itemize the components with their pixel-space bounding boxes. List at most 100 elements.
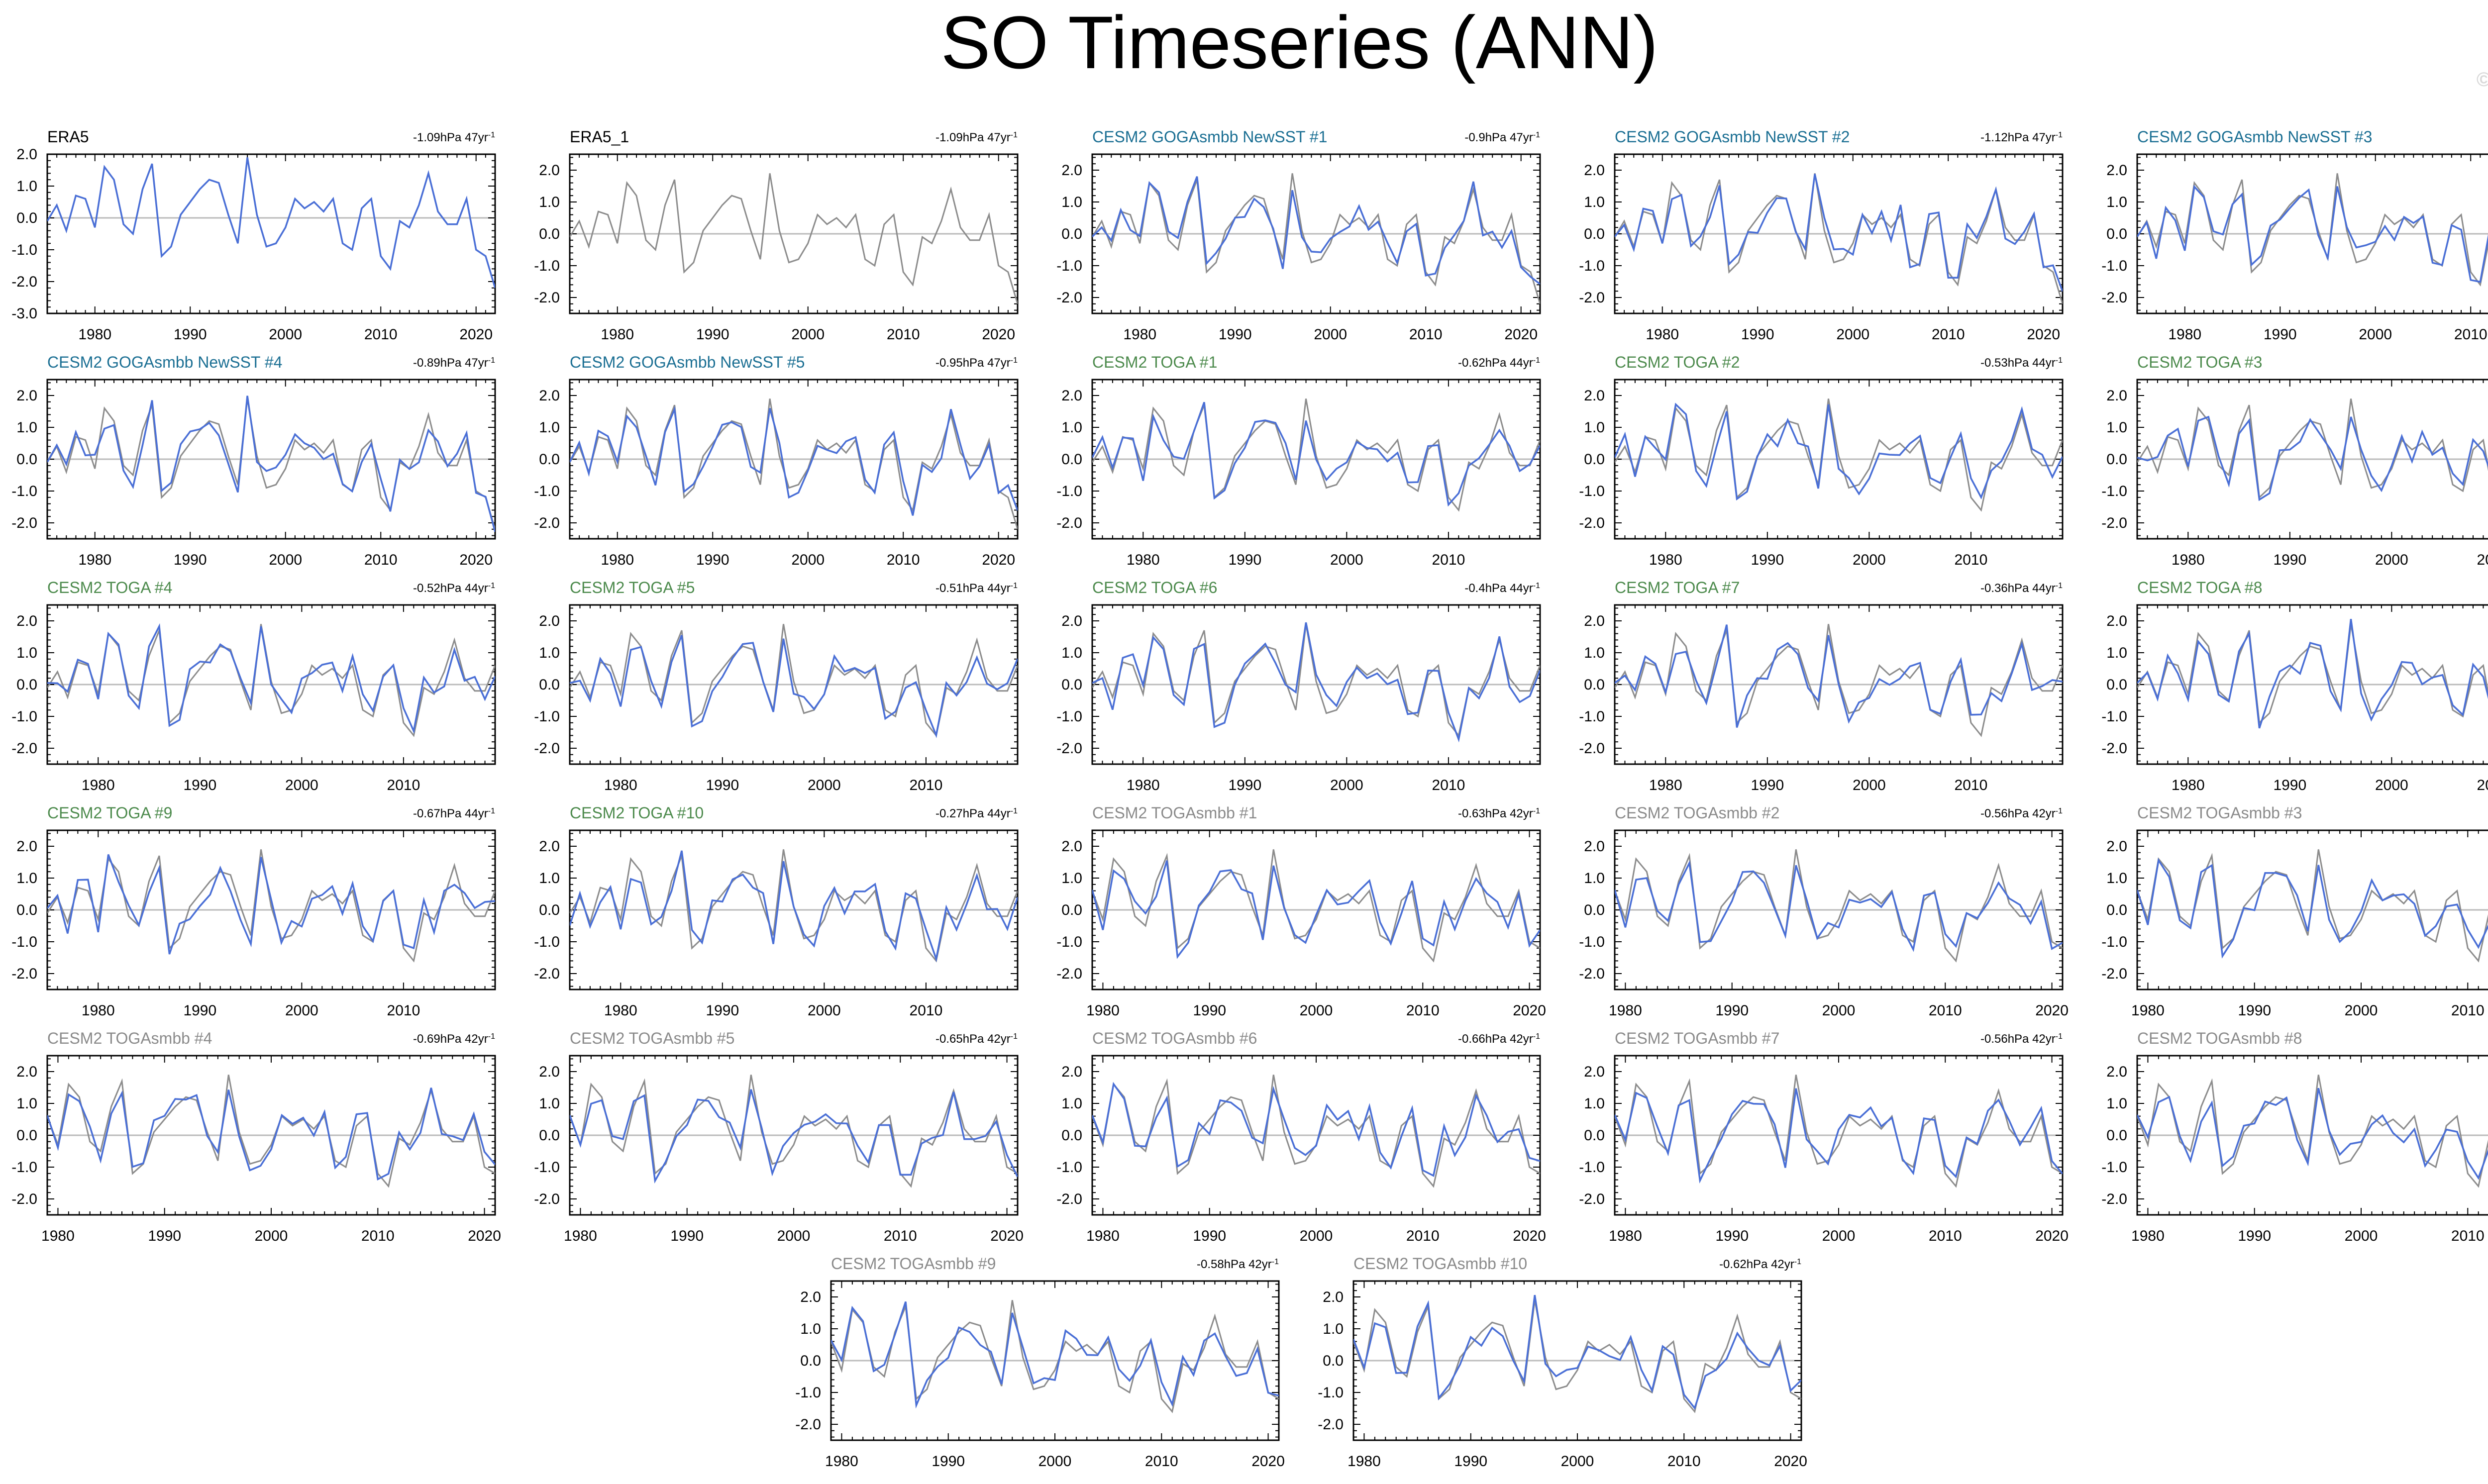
model-series-line xyxy=(1615,624,2063,728)
x-tick-label: 2010 xyxy=(884,1228,917,1244)
y-tick-label: -1.0 xyxy=(1579,934,1605,950)
y-tick-label: 2.0 xyxy=(2106,162,2127,179)
y-tick-label: 0.0 xyxy=(539,226,560,242)
x-tick-label: 1990 xyxy=(1741,326,1774,343)
y-tick-label: 0.0 xyxy=(2106,1127,2127,1144)
x-tick-label: 2020 xyxy=(468,1228,501,1244)
x-tick-label: 2010 xyxy=(2454,326,2488,343)
obs-series-line xyxy=(1092,849,1540,963)
trend-label: -0.63hPa 42yr-1 xyxy=(1458,807,1540,821)
chart-panel: 198019902000201020202.01.00.0-1.0-2.0CES… xyxy=(2101,128,2488,343)
trend-label: -0.56hPa 42yr-1 xyxy=(1980,1032,2063,1046)
y-tick-label: 1.0 xyxy=(2106,870,2127,887)
y-tick-label: 1.0 xyxy=(539,870,560,887)
chart-title: CESM2 TOGAsmbb #1 xyxy=(1092,804,1257,822)
y-tick-label: 0.0 xyxy=(16,451,37,468)
x-tick-label: 1980 xyxy=(2168,326,2201,343)
y-tick-label: 2.0 xyxy=(1584,162,1605,179)
y-tick-label: -2.0 xyxy=(11,740,37,757)
series-group xyxy=(2137,1075,2488,1188)
x-tick-label: 1990 xyxy=(183,1002,216,1019)
y-tick-label: 0.0 xyxy=(800,1353,821,1369)
trend-label: -0.58hPa 42yr-1 xyxy=(1197,1258,1279,1272)
x-tick-label: 1990 xyxy=(183,777,216,793)
chart-title: CESM2 TOGAsmbb #2 xyxy=(1615,804,1779,822)
y-tick-label: -1.0 xyxy=(1579,483,1605,499)
y-tick-label: 1.0 xyxy=(1584,870,1605,887)
series-group xyxy=(570,624,1018,738)
chart-title: CESM2 TOGA #4 xyxy=(47,579,172,596)
series-group xyxy=(570,173,1018,304)
x-tick-label: 2010 xyxy=(361,1228,395,1244)
chart-panel: 1980 1990 2000 2010 2020 2.0 1.0 0.0 -1.0 -2.0 ERA… xyxy=(534,128,1019,343)
y-tick-label: 0.0 xyxy=(1584,1127,1605,1144)
y-tick-label: 1.0 xyxy=(1061,870,1082,887)
chart-title: CESM2 TOGAsmbb #6 xyxy=(1092,1029,1257,1047)
x-tick-label: 2010 xyxy=(2477,552,2488,568)
x-tick-label: 2010 xyxy=(1932,326,1965,343)
chart-title: ERA5_1 xyxy=(570,128,629,146)
trend-label: -0.36hPa 44yr-1 xyxy=(1980,582,2063,595)
trend-label: -0.4hPa 44yr-1 xyxy=(1464,582,1540,595)
series-group xyxy=(570,849,1018,963)
y-tick-label: -3.0 xyxy=(11,305,37,322)
chart-title: CESM2 TOGA #3 xyxy=(2137,353,2262,371)
x-tick-label: 2000 xyxy=(1853,552,1886,568)
obs-series-line xyxy=(1615,849,2063,963)
x-tick-label: 2000 xyxy=(2345,1002,2378,1019)
x-tick-label: 1990 xyxy=(1454,1453,1487,1470)
trend-label: -0.56hPa 42yr-1 xyxy=(1980,807,2063,821)
y-tick-label: 0.0 xyxy=(16,1127,37,1144)
y-tick-label: 2.0 xyxy=(16,388,37,404)
y-tick-label: 0.0 xyxy=(539,902,560,918)
chart-title: CESM2 TOGAsmbb #3 xyxy=(2137,804,2302,822)
y-tick-label: -1.0 xyxy=(11,934,37,950)
trend-label: -0.52hPa 44yr-1 xyxy=(413,582,495,595)
chart-title: CESM2 TOGA #10 xyxy=(570,804,704,822)
x-tick-label: 1980 xyxy=(604,1002,637,1019)
x-tick-label: 2020 xyxy=(1774,1453,1807,1470)
y-tick-label: 2.0 xyxy=(2106,838,2127,855)
y-tick-label: -2.0 xyxy=(2101,515,2127,531)
chart-panel: 1980 1990 2000 2010 2020 2.0 1.0 0.0 -1.0 -2.0 -3.… xyxy=(11,128,496,343)
y-tick-label: 1.0 xyxy=(1061,419,1082,436)
x-tick-label: 2000 xyxy=(791,552,825,568)
y-tick-label: 0.0 xyxy=(539,451,560,468)
y-tick-label: 0.0 xyxy=(2106,226,2127,242)
y-tick-label: 2.0 xyxy=(539,838,560,855)
y-tick-label: -2.0 xyxy=(1056,966,1082,982)
x-tick-label: 2010 xyxy=(2451,1228,2485,1244)
y-tick-label: 2.0 xyxy=(2106,388,2127,404)
x-tick-label: 1980 xyxy=(1086,1002,1120,1019)
obs-series-line xyxy=(2137,1075,2488,1188)
obs-series-line xyxy=(1353,1300,1801,1413)
y-tick-label: 0.0 xyxy=(1584,451,1605,468)
model-series-line xyxy=(1092,1082,1540,1177)
chart-title: CESM2 TOGA #8 xyxy=(2137,579,2262,596)
trend-label: -0.53hPa 44yr-1 xyxy=(1980,356,2063,370)
y-tick-label: 0.0 xyxy=(1584,902,1605,918)
x-tick-label: 2020 xyxy=(459,552,493,568)
x-tick-label: 2000 xyxy=(1314,326,1347,343)
x-tick-label: 1980 xyxy=(2172,552,2205,568)
obs-series-line xyxy=(570,624,1018,737)
chart-title: CESM2 TOGAsmbb #9 xyxy=(831,1255,996,1273)
x-tick-label: 2020 xyxy=(2035,1228,2069,1244)
y-tick-label: 1.0 xyxy=(539,1095,560,1112)
chart-panel: 1980 1990 2000 2010 2.0 1.0 0.0 -1.0 -2.0 CESM2 T… xyxy=(11,804,496,1019)
model-series-line xyxy=(1092,401,1540,507)
x-tick-label: 1990 xyxy=(174,326,207,343)
x-tick-label: 1990 xyxy=(2273,777,2306,793)
series-group xyxy=(1092,622,1540,743)
series-group xyxy=(47,396,495,532)
x-tick-label: 2020 xyxy=(2027,326,2060,343)
y-tick-label: -2.0 xyxy=(1579,290,1605,306)
obs-series-line xyxy=(2137,849,2488,963)
model-series-line xyxy=(570,635,1018,738)
trend-label: -1.12hPa 47yr-1 xyxy=(1980,131,2063,145)
chart-title: CESM2 TOGA #6 xyxy=(1092,579,1217,596)
x-tick-label: 2000 xyxy=(269,326,302,343)
